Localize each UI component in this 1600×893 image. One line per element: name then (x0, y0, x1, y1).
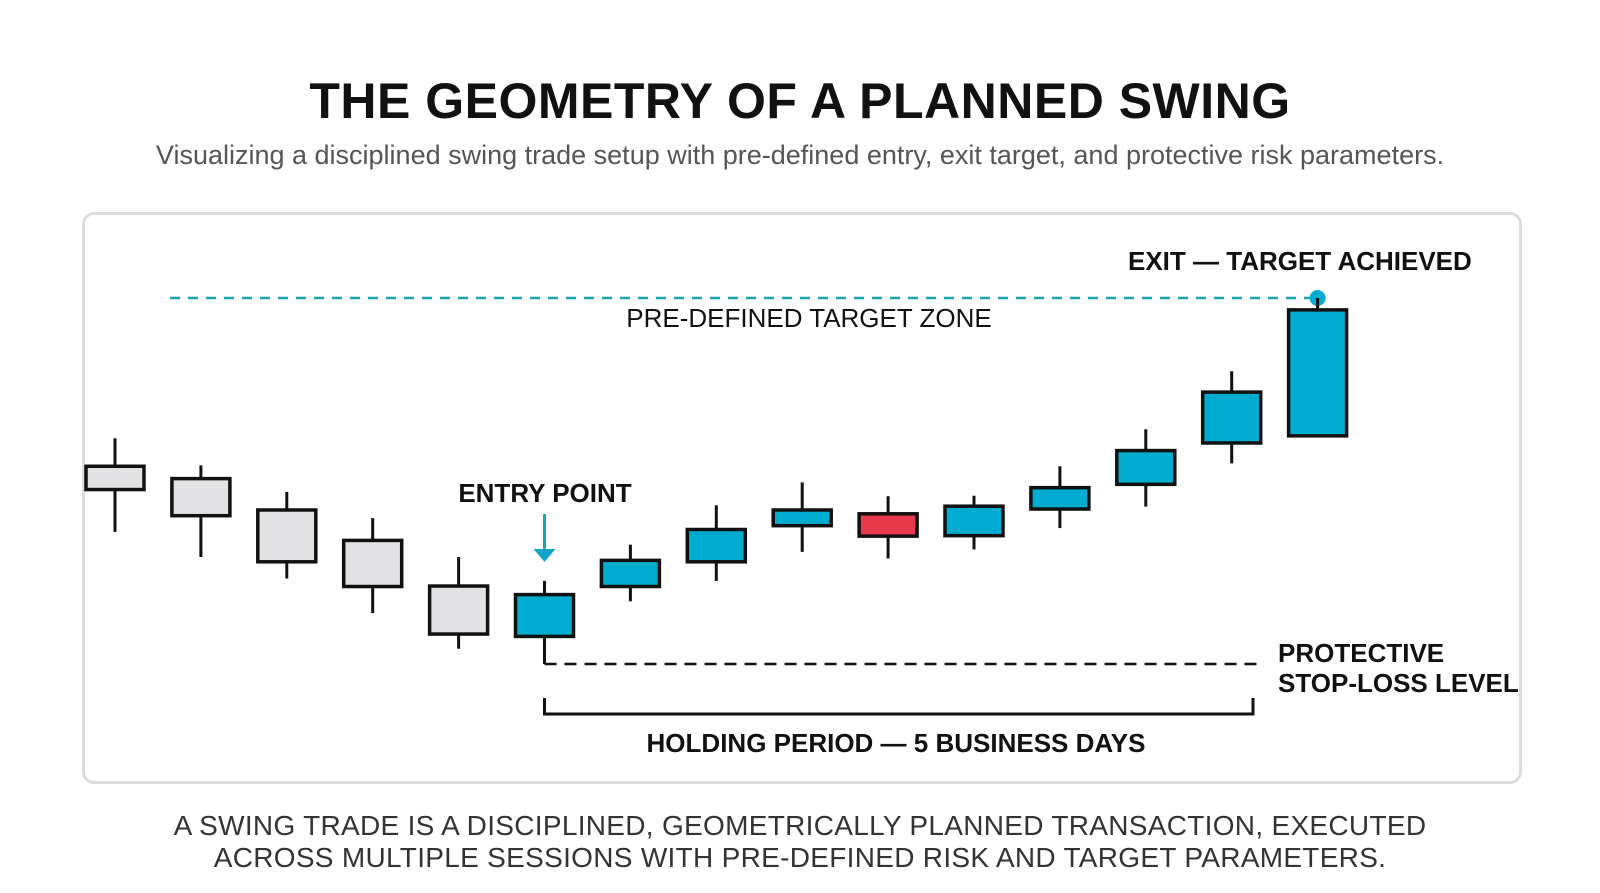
stop-loss-label-line1: PROTECTIVE (1278, 638, 1444, 668)
candle-9 (771, 482, 833, 552)
candle-7 (599, 544, 662, 602)
candle-2 (170, 465, 232, 558)
candles-group (84, 298, 1349, 664)
candle-body (341, 538, 404, 589)
holding-period-label: HOLDING PERIOD — 5 BUSINESS DAYS (647, 728, 1146, 758)
candle-12 (1029, 466, 1091, 529)
candle-body (1115, 448, 1177, 487)
footer-line-2: ACROSS MULTIPLE SESSIONS WITH PRE-DEFINE… (213, 842, 1387, 873)
candle-body (427, 584, 490, 636)
candle-body (1200, 390, 1263, 445)
candle-1 (84, 438, 146, 532)
candle-body (1286, 308, 1349, 438)
holding-period-bracket (543, 698, 1255, 716)
candle-8 (685, 505, 748, 581)
candle-body (256, 508, 318, 564)
page-title: THE GEOMETRY OF A PLANNED SWING (309, 73, 1291, 129)
entry-point-label: ENTRY POINT (458, 478, 631, 508)
candle-body (685, 527, 748, 564)
footer-caption: A SWING TRADE IS A DISCIPLINED, GEOMETRI… (0, 810, 1600, 874)
candle-14 (1200, 371, 1263, 464)
candle-15 (1286, 298, 1349, 438)
candle-11 (943, 495, 1005, 550)
target-zone-label: PRE-DEFINED TARGET ZONE (626, 303, 992, 333)
candle-body (599, 558, 662, 589)
candle-body (170, 476, 232, 518)
entry-arrowhead-icon (533, 549, 556, 562)
candle-body (943, 504, 1005, 538)
candle-13 (1115, 429, 1177, 507)
candle-body (771, 508, 833, 528)
stop-loss-label-line2: STOP-LOSS LEVEL (1278, 668, 1519, 698)
candle-4 (341, 518, 404, 614)
candle-5 (427, 557, 490, 649)
candle-body (857, 512, 919, 538)
exit-label: EXIT — TARGET ACHIEVED (1128, 246, 1472, 276)
footer-line-1: A SWING TRADE IS A DISCIPLINED, GEOMETRI… (173, 810, 1427, 841)
candle-body (84, 464, 146, 492)
candle-10 (857, 496, 919, 559)
candle-body (1029, 485, 1091, 511)
candle-3 (256, 491, 318, 579)
page-subtitle: Visualizing a disciplined swing trade se… (155, 140, 1445, 170)
candle-body (513, 592, 576, 639)
candle-6 (513, 580, 576, 664)
